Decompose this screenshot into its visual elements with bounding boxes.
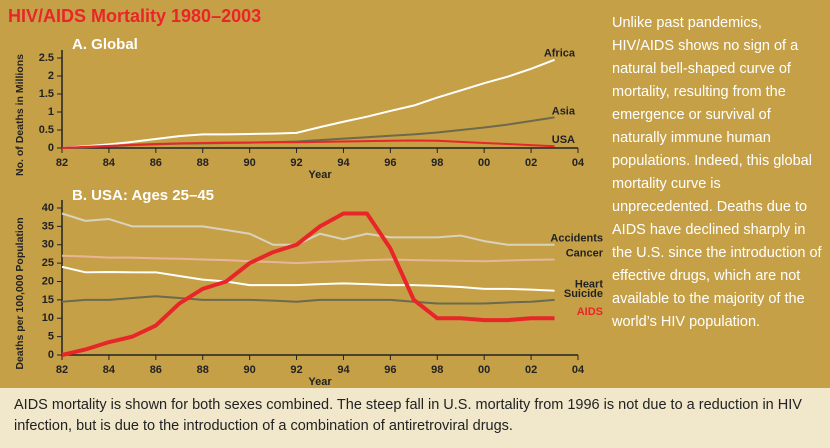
chart: HIV/AIDS Mortality 1980–2003 A. Global00… <box>8 6 604 388</box>
series-label: Heart <box>575 279 603 291</box>
y-tick-label: 30 <box>42 239 54 251</box>
y-tick-label: 25 <box>42 257 54 269</box>
x-tick-label: 82 <box>56 364 68 376</box>
series-label: Asia <box>552 105 576 117</box>
y-tick-label: 10 <box>42 312 54 324</box>
x-tick-label: 00 <box>478 364 490 376</box>
x-tick-label: 98 <box>431 364 443 376</box>
y-tick-label: 0.5 <box>39 124 54 136</box>
y-tick-label: 0 <box>48 349 54 361</box>
x-tick-label: 90 <box>244 364 256 376</box>
sidebar-text: Unlike past pandemics, HIV/AIDS shows no… <box>612 15 822 330</box>
x-tick-label: 92 <box>290 364 302 376</box>
y-tick-label: 2.5 <box>39 52 54 64</box>
x-tick-label: 96 <box>384 364 396 376</box>
x-tick-label: 94 <box>337 157 350 169</box>
series-label: Africa <box>544 48 576 60</box>
y-tick-label: 15 <box>42 294 54 306</box>
series-line <box>61 295 555 305</box>
y-axis-label: Deaths per 100,000 Population <box>14 217 26 369</box>
y-tick-label: 40 <box>42 202 54 214</box>
series-line <box>61 58 555 149</box>
main-title: HIV/AIDS Mortality 1980–2003 <box>8 6 261 26</box>
caption: AIDS mortality is shown for both sexes c… <box>0 388 830 448</box>
x-tick-label: 84 <box>103 364 116 376</box>
series-label: Accidents <box>550 233 603 245</box>
x-tick-label: 02 <box>525 364 537 376</box>
x-tick-label: 86 <box>150 364 162 376</box>
x-tick-label: 82 <box>56 157 68 169</box>
x-tick-label: 90 <box>244 157 256 169</box>
series-line <box>61 212 555 246</box>
x-tick-label: 84 <box>103 157 116 169</box>
x-tick-label: 88 <box>197 157 209 169</box>
series-line <box>61 254 555 265</box>
series-label: AIDS <box>577 306 603 318</box>
series-label: Suicide <box>564 288 603 300</box>
x-tick-label: 96 <box>384 157 396 169</box>
x-axis-label: Year <box>308 376 332 388</box>
series-line <box>61 265 555 292</box>
series-label: USA <box>552 134 575 146</box>
y-tick-label: 1.5 <box>39 88 54 100</box>
y-tick-label: 20 <box>42 275 54 287</box>
chart-title: B. USA: Ages 25–45 <box>72 187 214 204</box>
x-tick-label: 92 <box>290 157 302 169</box>
x-tick-label: 88 <box>197 364 209 376</box>
y-axis-label: No. of Deaths in Millions <box>14 54 26 176</box>
y-tick-label: 1 <box>48 106 54 118</box>
x-tick-label: 86 <box>150 157 162 169</box>
y-tick-label: 35 <box>42 220 54 232</box>
x-tick-label: 98 <box>431 157 443 169</box>
x-tick-label: 94 <box>337 364 350 376</box>
series-line <box>61 211 555 357</box>
x-axis-label: Year <box>308 169 332 181</box>
x-tick-label: 04 <box>572 364 585 376</box>
y-tick-label: 5 <box>48 331 54 343</box>
series-line <box>61 139 555 149</box>
y-tick-label: 0 <box>48 142 54 154</box>
y-tick-label: 2 <box>48 70 54 82</box>
x-tick-label: 00 <box>478 157 490 169</box>
chart-title: A. Global <box>72 36 138 53</box>
x-tick-label: 02 <box>525 157 537 169</box>
x-tick-label: 04 <box>572 157 585 169</box>
series-label: Cancer <box>566 247 604 259</box>
